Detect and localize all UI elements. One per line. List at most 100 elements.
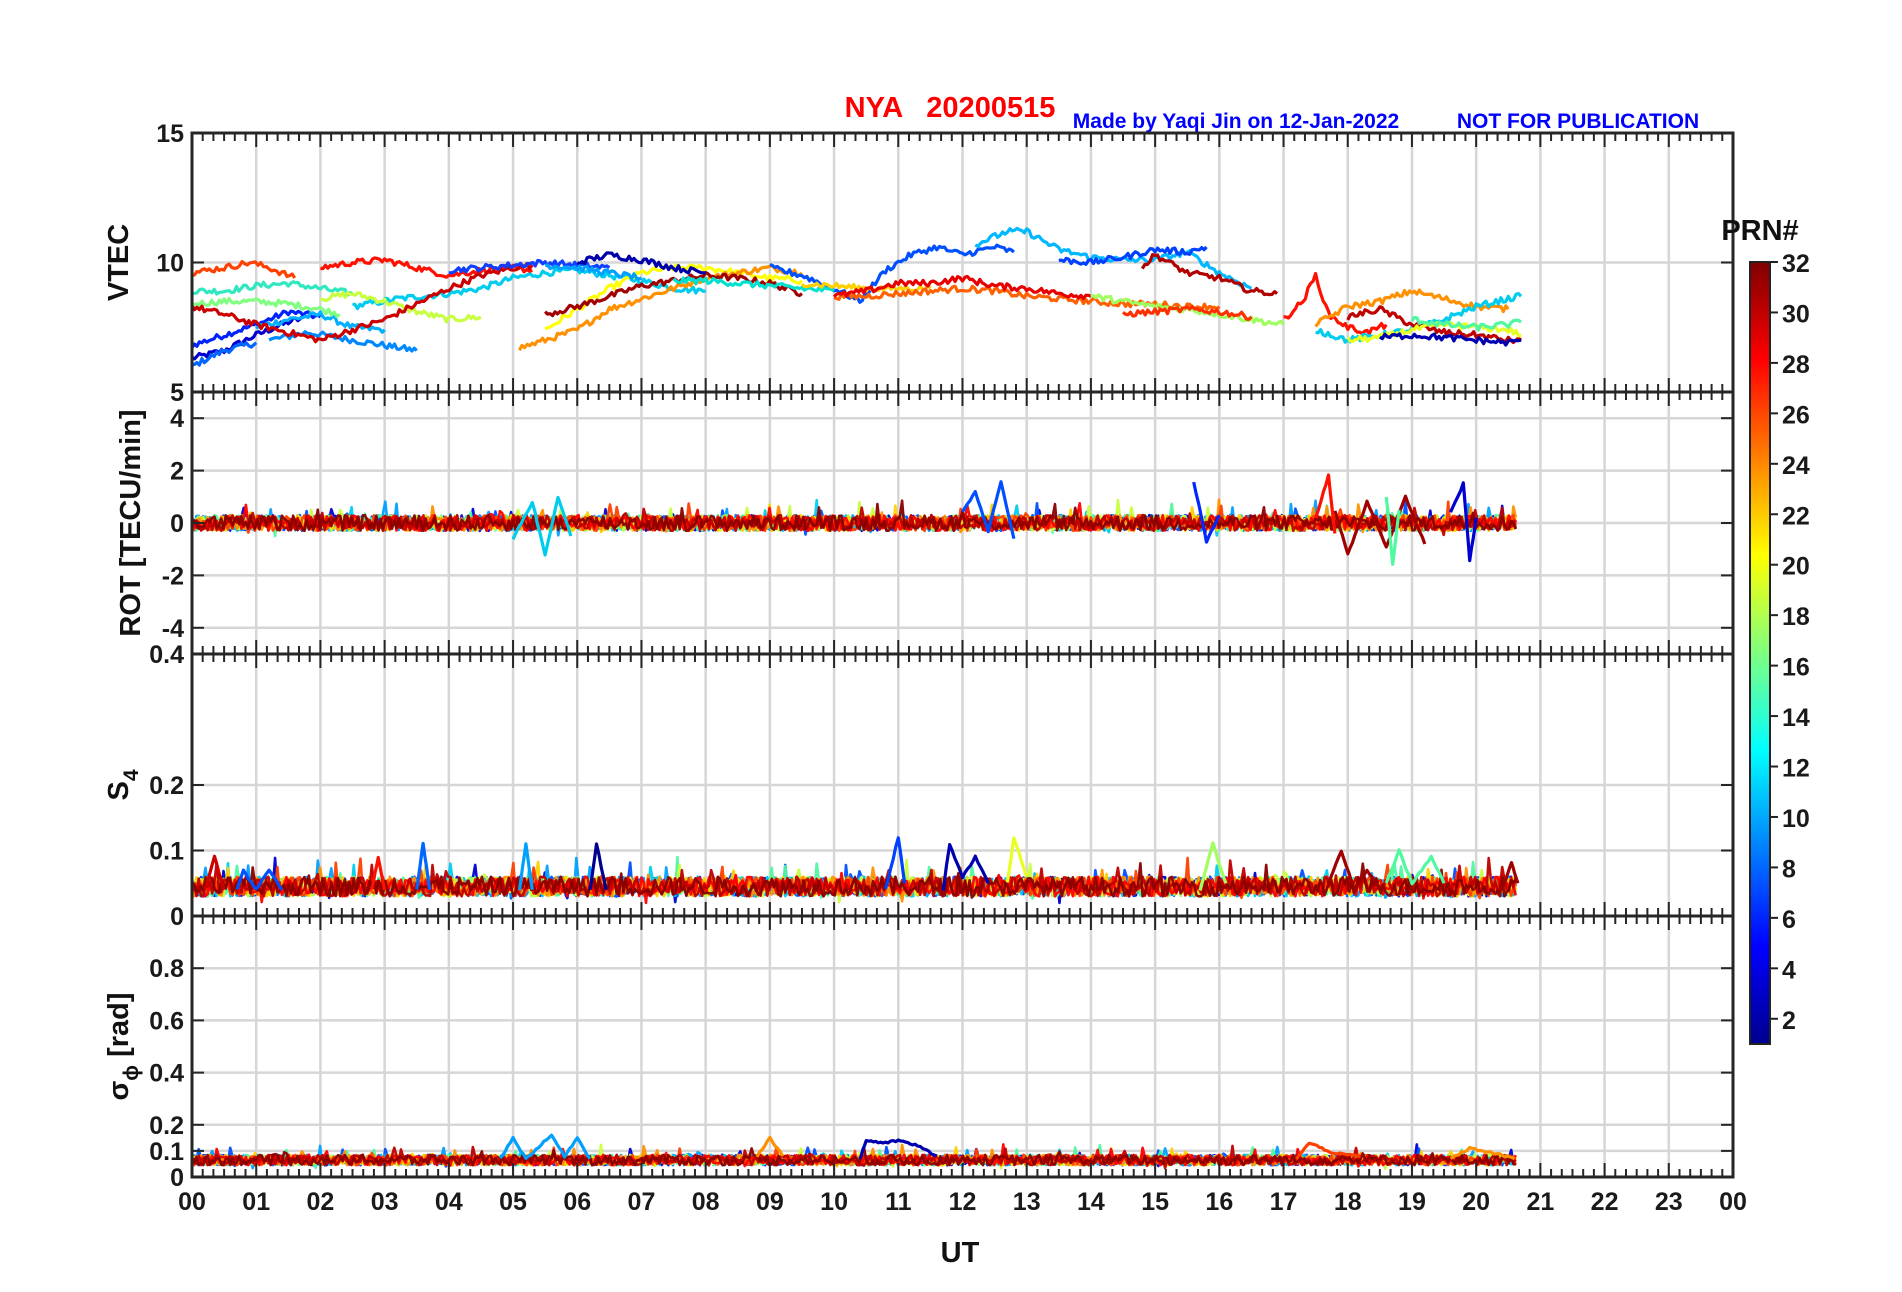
x-tick-label: 08	[692, 1188, 720, 1216]
x-tick-label: 04	[435, 1188, 463, 1216]
x-tick-label: 07	[628, 1188, 656, 1216]
series-prn-4	[1192, 481, 1221, 544]
y-tick-label: 0	[170, 903, 184, 931]
y-tick-label: 4	[170, 405, 184, 433]
x-tick-label: 23	[1655, 1188, 1683, 1216]
y-tick-label: 0.4	[149, 641, 184, 669]
y-tick-label: 15	[156, 120, 184, 148]
y-axis-label-sigma_phi: σϕ [rad]	[103, 992, 143, 1100]
series-prn-30	[203, 854, 226, 891]
y-tick-label: -4	[162, 615, 184, 643]
series-prn-31	[1140, 253, 1279, 297]
series-prn-26	[192, 260, 297, 279]
band-series-11	[192, 499, 1517, 533]
y-tick-label: 2	[170, 458, 184, 486]
colorbar-tick-label: 28	[1782, 351, 1810, 379]
colorbar-tick-label: 18	[1782, 603, 1810, 631]
series-prn-11	[255, 310, 386, 334]
colorbar-tick-label: 4	[1782, 956, 1796, 984]
colorbar-tick-label: 32	[1782, 250, 1810, 278]
x-tick-label: 02	[307, 1188, 335, 1216]
band-series-11	[192, 862, 1517, 899]
y-tick-label: 0.1	[149, 838, 184, 866]
x-tick-label: 10	[820, 1188, 848, 1216]
y-axis-label-subscript: 4	[120, 769, 143, 781]
series-prn-16	[192, 296, 341, 319]
band-series-11	[192, 1145, 1516, 1167]
colorbar-tick-label: 22	[1782, 502, 1810, 530]
series-prn-28	[1283, 271, 1388, 336]
x-tick-label: 16	[1205, 1188, 1233, 1216]
y-axis-label-rot: ROT [TECU/min]	[115, 409, 147, 636]
series-prn-19	[1005, 836, 1029, 883]
y-tick-label: 10	[156, 250, 184, 278]
colorbar-tick-label: 24	[1782, 452, 1810, 480]
y-tick-label: 0.2	[149, 1112, 184, 1140]
x-tick-label: 15	[1141, 1188, 1169, 1216]
x-tick-label: 00	[178, 1188, 206, 1216]
credit-note: Made by Yaqi Jin on 12-Jan-2022	[1073, 110, 1399, 133]
series-prn-10	[544, 263, 643, 281]
series-prn-6	[769, 243, 1015, 304]
series-prn-12	[511, 495, 573, 557]
colorbar-tick-label: 2	[1782, 1007, 1796, 1035]
colorbar-tick-label: 26	[1782, 401, 1810, 429]
series-prn-26	[1295, 1141, 1361, 1161]
x-tick-label: 01	[242, 1188, 270, 1216]
y-tick-label: 0.6	[149, 1007, 184, 1035]
x-tick-label: 12	[949, 1188, 977, 1216]
series-prn-31	[1333, 494, 1427, 556]
colorbar-tick-label: 12	[1782, 755, 1810, 783]
y-axis-label-main: S	[103, 781, 135, 800]
series-prn-23	[1449, 1145, 1516, 1161]
series-prn-15	[1384, 496, 1401, 566]
y-tick-label: 5	[170, 379, 184, 407]
x-tick-label: 20	[1462, 1188, 1490, 1216]
series-prn-2	[192, 314, 308, 361]
series-prn-28	[1314, 473, 1337, 534]
chart-title: NYA 20200515	[845, 92, 1056, 124]
colorbar-gradient	[1749, 261, 1771, 1045]
series-group	[192, 836, 1520, 905]
x-tick-labels: 00 01 02 03 04 05 06 07 08 09 10 11 12 13 14 15 16 17 18 19…	[178, 1188, 1747, 1216]
series-prn-31	[1500, 861, 1520, 891]
y-tick-label: 0.1	[149, 1138, 184, 1166]
x-tick-label: 17	[1270, 1188, 1298, 1216]
colorbar-tick-label: 16	[1782, 654, 1810, 682]
colorbar-label: PRN#	[1721, 215, 1798, 247]
series-prn-7	[448, 258, 611, 275]
x-tick-label: 14	[1077, 1188, 1105, 1216]
series-prn-14	[192, 280, 354, 297]
series-prn-29	[832, 274, 1092, 301]
series-prn-30	[192, 262, 534, 344]
y-axis-label-subscript: ϕ	[120, 1065, 143, 1081]
x-tick-label: 11	[885, 1188, 912, 1216]
panel-sigma_phi: 00.10.2 0.4 0.6 0.8σϕ [rad]	[103, 914, 1735, 1192]
series-group	[192, 473, 1517, 566]
series-prn-8	[192, 341, 258, 367]
y-tick-label: 0	[170, 1164, 184, 1192]
panel-vtec: 5 10 15 VTEC	[103, 120, 1735, 407]
series-prn-13	[672, 276, 835, 293]
series-prn-3	[858, 1138, 938, 1160]
series-prn-15	[1384, 848, 1446, 886]
series-prn-12	[352, 266, 706, 311]
series-group	[192, 1133, 1517, 1170]
series-prn-28	[370, 855, 387, 891]
y-axis-label-main: σ	[103, 1081, 135, 1101]
series-prn-23	[755, 1135, 785, 1158]
y-tick-label: 0.4	[149, 1060, 184, 1088]
y-tick-label: 0.8	[149, 955, 184, 983]
x-tick-label: 03	[371, 1188, 399, 1216]
series-prn-30	[1346, 305, 1523, 345]
x-tick-label: 05	[499, 1188, 527, 1216]
x-tick-label: 22	[1591, 1188, 1619, 1216]
y-axis-label-vtec: VTEC	[103, 224, 135, 301]
series-prn-1	[588, 842, 608, 891]
x-tick-label: 21	[1526, 1188, 1554, 1216]
series-prn-6	[235, 868, 284, 891]
x-tick-label: 19	[1398, 1188, 1426, 1216]
